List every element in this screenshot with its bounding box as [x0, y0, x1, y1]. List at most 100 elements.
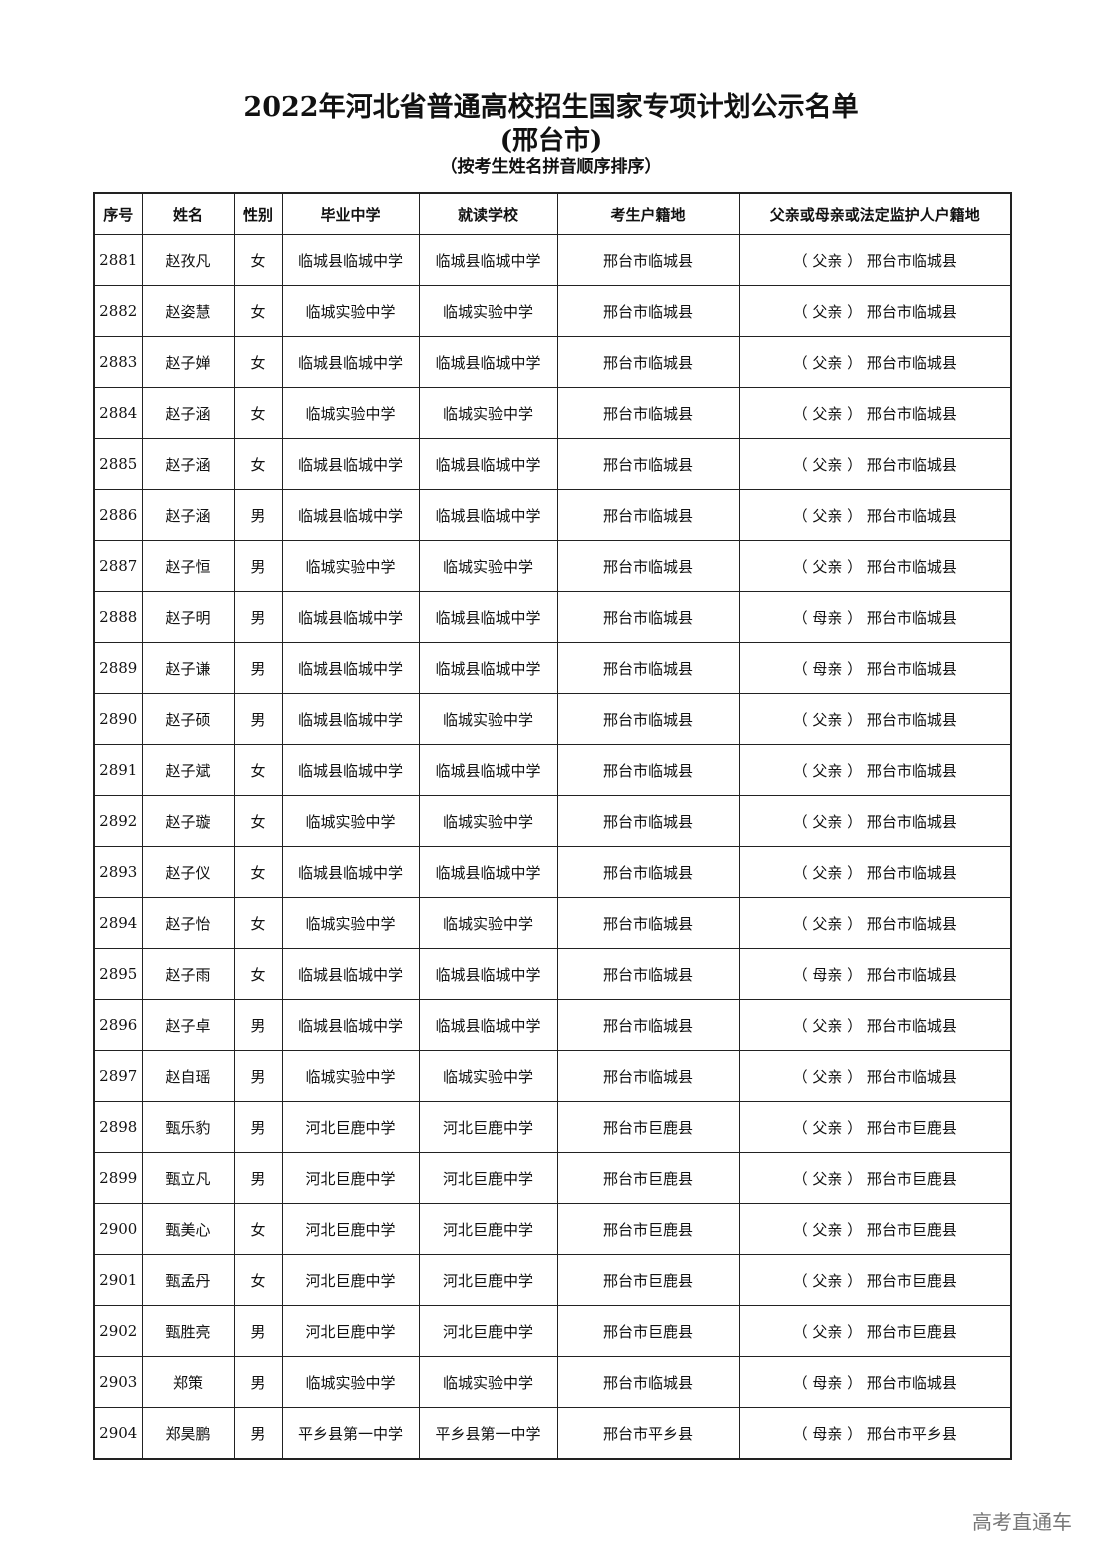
cell-gender: 女: [233, 846, 283, 898]
guardian-relation: 父亲: [812, 761, 843, 780]
cell-graduation-school: 临城县临城中学: [281, 591, 420, 643]
document-title: 2022年河北省普通高校招生国家专项计划公示名单: [243, 92, 859, 123]
cell-current-school: 临城县临城中学: [418, 489, 558, 541]
cell-graduation-school: 临城实验中学: [281, 1356, 420, 1408]
table-row: 2897 赵自瑶男临城实验中学 临城实验中学 邢台市临城县（ 父亲 ） 邢台市临城县: [93, 1050, 1012, 1102]
cell-household-registration: 邢台市巨鹿县: [556, 1203, 740, 1255]
sort-note: （按考生姓名拼音顺序排序）: [440, 157, 662, 177]
cell-guardian-registration: （ 父亲 ） 邢台市临城县: [738, 387, 1012, 439]
cell-current-school: 临城实验中学: [418, 693, 558, 745]
cell-household-registration: 邢台市临城县: [556, 795, 740, 847]
cell-gender: 男: [233, 540, 283, 592]
cell-gender: 女: [233, 438, 283, 490]
cell-guardian-registration: （ 父亲 ） 邢台市临城县: [738, 795, 1012, 847]
guardian-place: 邢台市临城县: [866, 353, 957, 372]
cell-name: 赵子恒: [141, 540, 235, 592]
cell-current-school: 临城县临城中学: [418, 744, 558, 796]
guardian-relation: 父亲: [812, 455, 843, 474]
cell-household-registration: 邢台市临城县: [556, 948, 740, 1000]
table-row: 2903 郑策男临城实验中学 临城实验中学 邢台市临城县（ 母亲 ） 邢台市临城县: [93, 1356, 1012, 1408]
cell-graduation-school: 河北巨鹿中学: [281, 1101, 420, 1153]
guardian-place: 邢台市临城县: [866, 914, 957, 933]
cell-household-registration: 邢台市平乡县: [556, 1407, 740, 1460]
cell-serial: 2888: [93, 591, 143, 643]
cell-graduation-school: 临城县临城中学: [281, 234, 420, 286]
cell-serial: 2889: [93, 642, 143, 694]
cell-name: 甄美心: [141, 1203, 235, 1255]
cell-graduation-school: 临城实验中学: [281, 795, 420, 847]
cell-guardian-registration: （ 父亲 ） 邢台市巨鹿县: [738, 1152, 1012, 1204]
cell-name: 甄胜亮: [141, 1305, 235, 1357]
table-row: 2901 甄孟丹女河北巨鹿中学 河北巨鹿中学 邢台市巨鹿县（ 父亲 ） 邢台市巨鹿县: [93, 1254, 1012, 1306]
cell-name: 赵子怡: [141, 897, 235, 949]
cell-guardian-registration: （ 母亲 ） 邢台市临城县: [738, 1356, 1012, 1408]
table-row: 2888 赵子明男临城县临城中学 临城县临城中学 邢台市临城县（ 母亲 ） 邢台市临城…: [93, 591, 1012, 643]
table-row: 2892 赵子璇女临城实验中学 临城实验中学 邢台市临城县（ 父亲 ） 邢台市临城县: [93, 795, 1012, 847]
cell-gender: 女: [233, 336, 283, 388]
cell-graduation-school: 河北巨鹿中学: [281, 1152, 420, 1204]
header-serial: 序号: [93, 192, 143, 235]
cell-household-registration: 邢台市临城县: [556, 387, 740, 439]
cell-serial: 2902: [93, 1305, 143, 1357]
guardian-relation: 父亲: [812, 1271, 843, 1290]
cell-current-school: 河北巨鹿中学: [418, 1254, 558, 1306]
cell-serial: 2893: [93, 846, 143, 898]
cell-guardian-registration: （ 父亲 ） 邢台市临城县: [738, 285, 1012, 337]
cell-graduation-school: 临城县临城中学: [281, 693, 420, 745]
guardian-relation: 母亲: [812, 608, 843, 627]
cell-name: 赵子璇: [141, 795, 235, 847]
cell-household-registration: 邢台市临城县: [556, 999, 740, 1051]
cell-guardian-registration: （ 父亲 ） 邢台市临城县: [738, 234, 1012, 286]
cell-current-school: 临城实验中学: [418, 540, 558, 592]
cell-gender: 男: [233, 1152, 283, 1204]
guardian-relation: 母亲: [812, 1373, 843, 1392]
cell-serial: 2897: [93, 1050, 143, 1102]
cell-name: 赵姿慧: [141, 285, 235, 337]
cell-name: 甄乐豹: [141, 1101, 235, 1153]
cell-gender: 男: [233, 642, 283, 694]
cell-serial: 2891: [93, 744, 143, 796]
cell-gender: 男: [233, 1407, 283, 1460]
cell-serial: 2890: [93, 693, 143, 745]
cell-current-school: 临城县临城中学: [418, 336, 558, 388]
cell-current-school: 河北巨鹿中学: [418, 1305, 558, 1357]
cell-guardian-registration: （ 母亲 ） 邢台市平乡县: [738, 1407, 1012, 1460]
cell-guardian-registration: （ 父亲 ） 邢台市巨鹿县: [738, 1203, 1012, 1255]
cell-household-registration: 邢台市临城县: [556, 846, 740, 898]
cell-graduation-school: 临城县临城中学: [281, 438, 420, 490]
guardian-relation: 母亲: [812, 1424, 843, 1443]
cell-current-school: 河北巨鹿中学: [418, 1203, 558, 1255]
cell-gender: 男: [233, 1305, 283, 1357]
cell-guardian-registration: （ 母亲 ） 邢台市临城县: [738, 591, 1012, 643]
cell-name: 赵子仪: [141, 846, 235, 898]
table-row: 2902 甄胜亮男河北巨鹿中学 河北巨鹿中学 邢台市巨鹿县（ 父亲 ） 邢台市巨鹿县: [93, 1305, 1012, 1357]
cell-name: 赵子卓: [141, 999, 235, 1051]
table-header-row: 序号 姓名 性别 毕业中学 就读学校 考生户籍地 父亲或母亲或法定监护人户籍地: [93, 192, 1012, 235]
cell-current-school: 临城实验中学: [418, 285, 558, 337]
table-row: 2900 甄美心女河北巨鹿中学 河北巨鹿中学 邢台市巨鹿县（ 父亲 ） 邢台市巨鹿县: [93, 1203, 1012, 1255]
cell-name: 赵子涵: [141, 438, 235, 490]
cell-household-registration: 邢台市临城县: [556, 1050, 740, 1102]
cell-name: 甄孟丹: [141, 1254, 235, 1306]
table-row: 2899 甄立凡男河北巨鹿中学 河北巨鹿中学 邢台市巨鹿县（ 父亲 ） 邢台市巨鹿县: [93, 1152, 1012, 1204]
cell-current-school: 临城县临城中学: [418, 642, 558, 694]
table-row: 2886 赵子涵男临城县临城中学 临城县临城中学 邢台市临城县（ 父亲 ） 邢台市临城…: [93, 489, 1012, 541]
cell-serial: 2884: [93, 387, 143, 439]
guardian-relation: 父亲: [812, 302, 843, 321]
guardian-place: 邢台市临城县: [866, 251, 957, 270]
guardian-place: 邢台市巨鹿县: [866, 1322, 957, 1341]
cell-graduation-school: 临城实验中学: [281, 285, 420, 337]
cell-guardian-registration: （ 父亲 ） 邢台市临城县: [738, 999, 1012, 1051]
guardian-place: 邢台市临城县: [866, 965, 957, 984]
guardian-relation: 母亲: [812, 659, 843, 678]
guardian-place: 邢台市巨鹿县: [866, 1220, 957, 1239]
cell-name: 赵子婵: [141, 336, 235, 388]
admission-list-table: 序号 姓名 性别 毕业中学 就读学校 考生户籍地 父亲或母亲或法定监护人户籍地 …: [93, 192, 1012, 1460]
guardian-place: 邢台市临城县: [866, 608, 957, 627]
guardian-relation: 父亲: [812, 1067, 843, 1086]
guardian-relation: 父亲: [812, 404, 843, 423]
header-graduation-school: 毕业中学: [281, 192, 420, 235]
cell-guardian-registration: （ 父亲 ） 邢台市临城县: [738, 693, 1012, 745]
cell-gender: 女: [233, 948, 283, 1000]
cell-current-school: 临城县临城中学: [418, 948, 558, 1000]
